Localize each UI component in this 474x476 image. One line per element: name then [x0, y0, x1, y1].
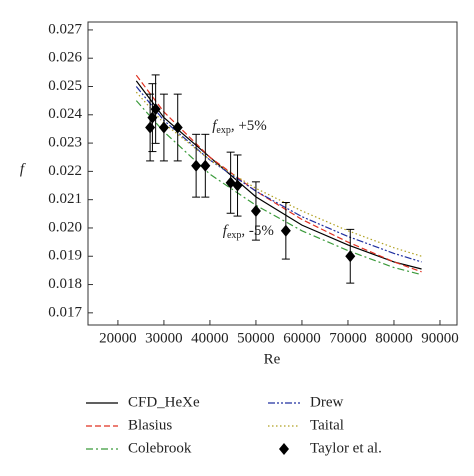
annotation-subscript: exp — [216, 126, 230, 137]
series-line — [135, 100, 422, 276]
data-point — [158, 121, 169, 134]
series-line — [135, 80, 422, 270]
annotation-symbol: f — [223, 224, 229, 240]
x-tick-label: 20000 — [99, 330, 137, 346]
legend-label: Colebrook — [128, 440, 192, 456]
plot-frame — [87, 21, 458, 326]
series-line — [135, 74, 422, 273]
series-line — [135, 91, 422, 257]
y-axis-label: f — [20, 161, 26, 177]
x-tick-label: 30000 — [145, 330, 183, 346]
data-point — [150, 103, 161, 116]
x-tick-label: 80000 — [375, 330, 413, 346]
x-tick-label: 90000 — [421, 330, 459, 346]
y-tick-label: 0.024 — [48, 106, 82, 122]
data-point — [232, 179, 243, 192]
legend-label: CFD_HeXe — [128, 394, 200, 410]
annotation-text: , +5% — [231, 119, 267, 135]
data-point — [250, 204, 261, 217]
data-point — [280, 224, 291, 237]
x-tick-label: 50000 — [237, 330, 275, 346]
x-tick-label: 70000 — [329, 330, 367, 346]
legend-label: Taylor et al. — [310, 440, 382, 456]
x-tick-label: 60000 — [283, 330, 321, 346]
y-tick-label: 0.022 — [48, 163, 82, 179]
x-tick-label: 40000 — [191, 330, 229, 346]
series-line — [135, 86, 422, 263]
annotation-symbol: f — [212, 119, 218, 135]
y-tick-label: 0.020 — [48, 219, 82, 235]
legend-label: Drew — [310, 394, 343, 410]
data-point — [191, 159, 202, 172]
data-point — [345, 250, 356, 263]
data-point — [200, 159, 211, 172]
legend-label: Blasius — [128, 417, 172, 433]
data-point — [145, 121, 156, 134]
data-point — [172, 121, 183, 134]
data-point — [147, 111, 158, 124]
y-tick-label: 0.021 — [48, 191, 82, 207]
y-tick-label: 0.018 — [48, 276, 82, 292]
x-axis-label: Re — [264, 351, 281, 367]
legend-label: Taital — [310, 417, 344, 433]
y-tick-label: 0.017 — [48, 304, 82, 320]
annotation-subscript: exp — [227, 231, 241, 242]
legend-marker — [279, 443, 289, 455]
annotation: fexp, -5% — [223, 224, 274, 242]
y-tick-label: 0.019 — [48, 248, 82, 264]
y-tick-label: 0.027 — [48, 21, 82, 37]
y-tick-label: 0.025 — [48, 78, 82, 94]
y-tick-label: 0.023 — [48, 135, 82, 151]
y-tick-label: 0.026 — [48, 50, 82, 66]
annotation: fexp, +5% — [212, 119, 267, 137]
annotation-text: , -5% — [241, 224, 273, 240]
